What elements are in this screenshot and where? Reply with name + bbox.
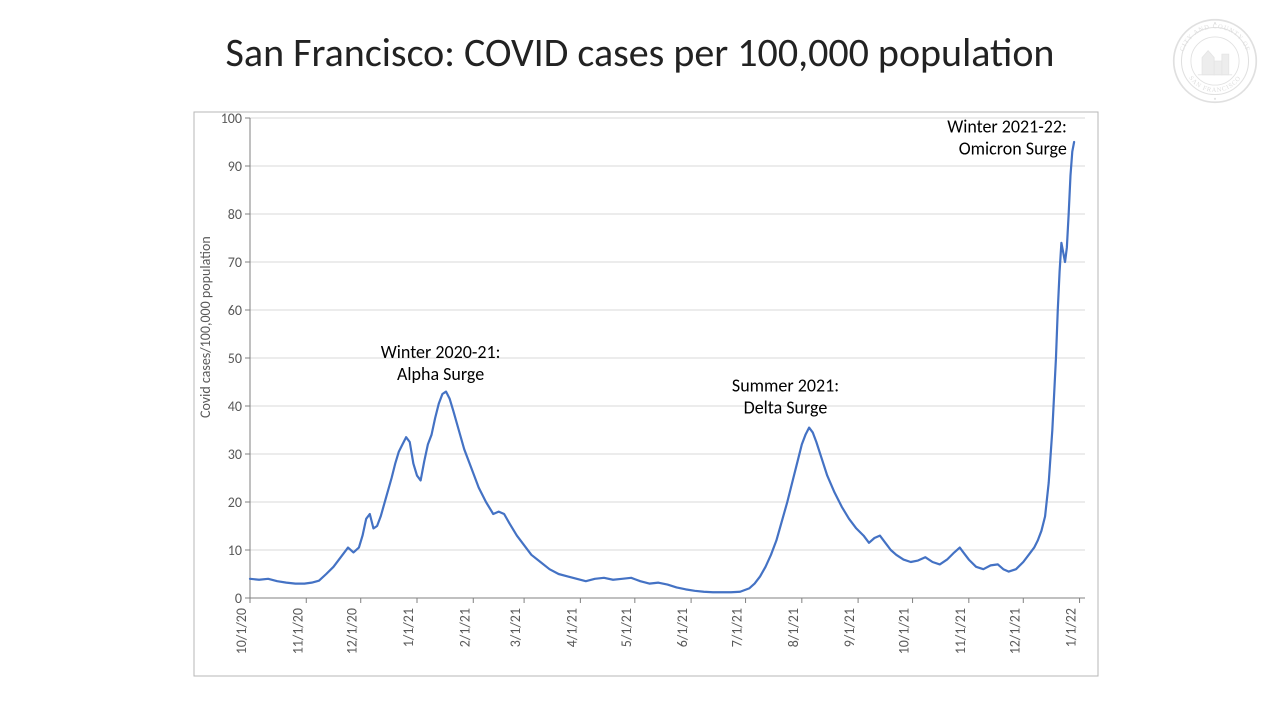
y-tick-label: 0	[235, 590, 242, 607]
x-tick-label: 7/1/21	[729, 608, 746, 647]
y-tick-label: 80	[228, 206, 242, 223]
y-tick-label: 40	[228, 398, 242, 415]
annotation-alpha: Winter 2020-21:	[381, 341, 501, 363]
y-tick-label: 60	[228, 302, 242, 319]
y-tick-label: 90	[228, 158, 242, 175]
x-tick-label: 3/1/21	[507, 608, 524, 647]
annotation-delta: Delta Surge	[744, 397, 828, 419]
x-tick-label: 1/1/22	[1063, 608, 1080, 647]
x-tick-label: 2/1/21	[456, 608, 473, 647]
x-tick-label: 11/1/20	[289, 608, 306, 654]
x-tick-label: 12/1/20	[344, 608, 361, 654]
y-tick-label: 50	[228, 350, 242, 367]
seal-bottom-text: SAN FRANCISCO	[1187, 75, 1243, 94]
chart-border	[194, 112, 1098, 676]
x-tick-label: 5/1/21	[618, 608, 635, 647]
y-tick-label: 70	[228, 254, 242, 271]
x-tick-label: 4/1/21	[563, 608, 580, 647]
covid-cases-line-chart: 0 10 20 30 40 50 60 70 80 90 100 10/1/20 11/1/20 12/1…	[180, 110, 1100, 680]
svg-text:SAN FRANCISCO: SAN FRANCISCO	[1187, 75, 1243, 94]
x-tick-label: 10/1/20	[233, 608, 250, 654]
annotation-omicron: Winter 2021-22:	[947, 115, 1067, 137]
page-title: San Francisco: COVID cases per 100,000 p…	[0, 28, 1280, 77]
x-tick-label: 10/1/21	[896, 608, 913, 654]
y-tick-label: 10	[228, 542, 242, 559]
y-tick-label: 100	[221, 110, 242, 127]
y-tick-label: 30	[228, 446, 242, 463]
x-tick-label: 11/1/21	[952, 608, 969, 654]
x-tick-label: 6/1/21	[674, 608, 691, 647]
city-seal-icon: CITY AND COUNTY OF SAN FRANCISCO	[1172, 18, 1258, 104]
x-tick-label: 1/1/21	[400, 608, 417, 647]
y-tick-label: 20	[228, 494, 242, 511]
x-tick-label: 9/1/21	[841, 608, 858, 647]
y-axis-label: Covid cases/100,000 population	[197, 236, 214, 418]
annotation-omicron: Omicron Surge	[959, 137, 1067, 159]
x-tick-label: 12/1/21	[1006, 608, 1023, 654]
annotation-delta: Summer 2021:	[732, 375, 839, 397]
annotation-alpha: Alpha Surge	[397, 363, 484, 385]
x-tick-label: 8/1/21	[785, 608, 802, 647]
